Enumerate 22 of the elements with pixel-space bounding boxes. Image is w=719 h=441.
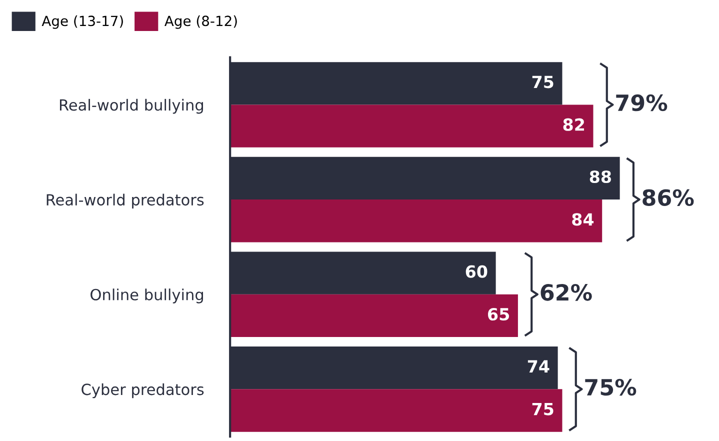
y-tick-label: Real-world bullying xyxy=(60,98,203,114)
annotation: 62% xyxy=(540,284,592,301)
bar xyxy=(230,104,594,148)
legend-label: Age (13-17) xyxy=(42,15,123,29)
y-tick-label: Cyber predators xyxy=(82,383,204,398)
bar xyxy=(230,200,602,242)
data-label: 75 xyxy=(532,402,554,416)
legend-label: Age (8-12) xyxy=(164,15,237,29)
annotation: 75% xyxy=(585,378,636,396)
text: 86% xyxy=(642,189,694,206)
data-label: 74 xyxy=(528,360,550,372)
data-label: 60 xyxy=(466,265,488,278)
bar xyxy=(230,389,562,432)
data-label: 84 xyxy=(572,213,594,226)
bar xyxy=(230,294,518,338)
y-tick-label: Online bullying xyxy=(90,288,203,304)
data-label: 82 xyxy=(563,118,584,131)
data-label: 88 xyxy=(590,170,611,184)
annotation: 79% xyxy=(616,94,668,112)
y-tick-label: Real-world predators xyxy=(46,194,204,209)
data-label: 65 xyxy=(488,308,509,321)
data-label: 75 xyxy=(532,76,554,88)
